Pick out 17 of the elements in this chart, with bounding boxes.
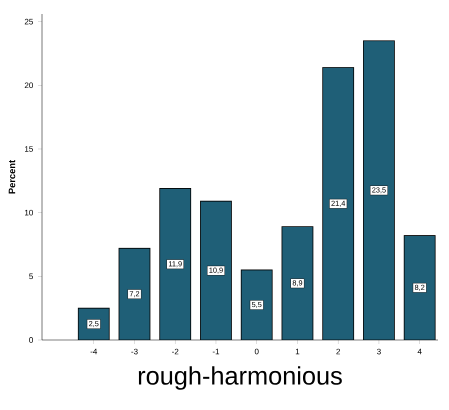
x-tick-label: 2 xyxy=(336,348,340,354)
y-axis-title: Percent xyxy=(8,160,16,194)
y-tick-label: 5 xyxy=(29,274,33,280)
x-tick-label: -1 xyxy=(212,348,220,354)
x-tick-label: 4 xyxy=(418,348,422,354)
y-tick-label: 15 xyxy=(24,146,33,152)
x-tick-label: 1 xyxy=(296,348,300,354)
x-tick-label: -4 xyxy=(90,348,98,354)
y-tick-label: 20 xyxy=(24,82,33,88)
y-tick-label: 10 xyxy=(24,210,33,216)
x-axis-title: rough-harmonious xyxy=(138,366,342,390)
x-tick-label: 0 xyxy=(254,348,259,354)
y-tick-label: 25 xyxy=(24,18,33,24)
y-tick-label: 0 xyxy=(29,337,33,343)
x-tick-label: 3 xyxy=(377,348,381,354)
x-tick-label: -2 xyxy=(172,348,178,354)
x-tick-label: -3 xyxy=(131,348,138,354)
